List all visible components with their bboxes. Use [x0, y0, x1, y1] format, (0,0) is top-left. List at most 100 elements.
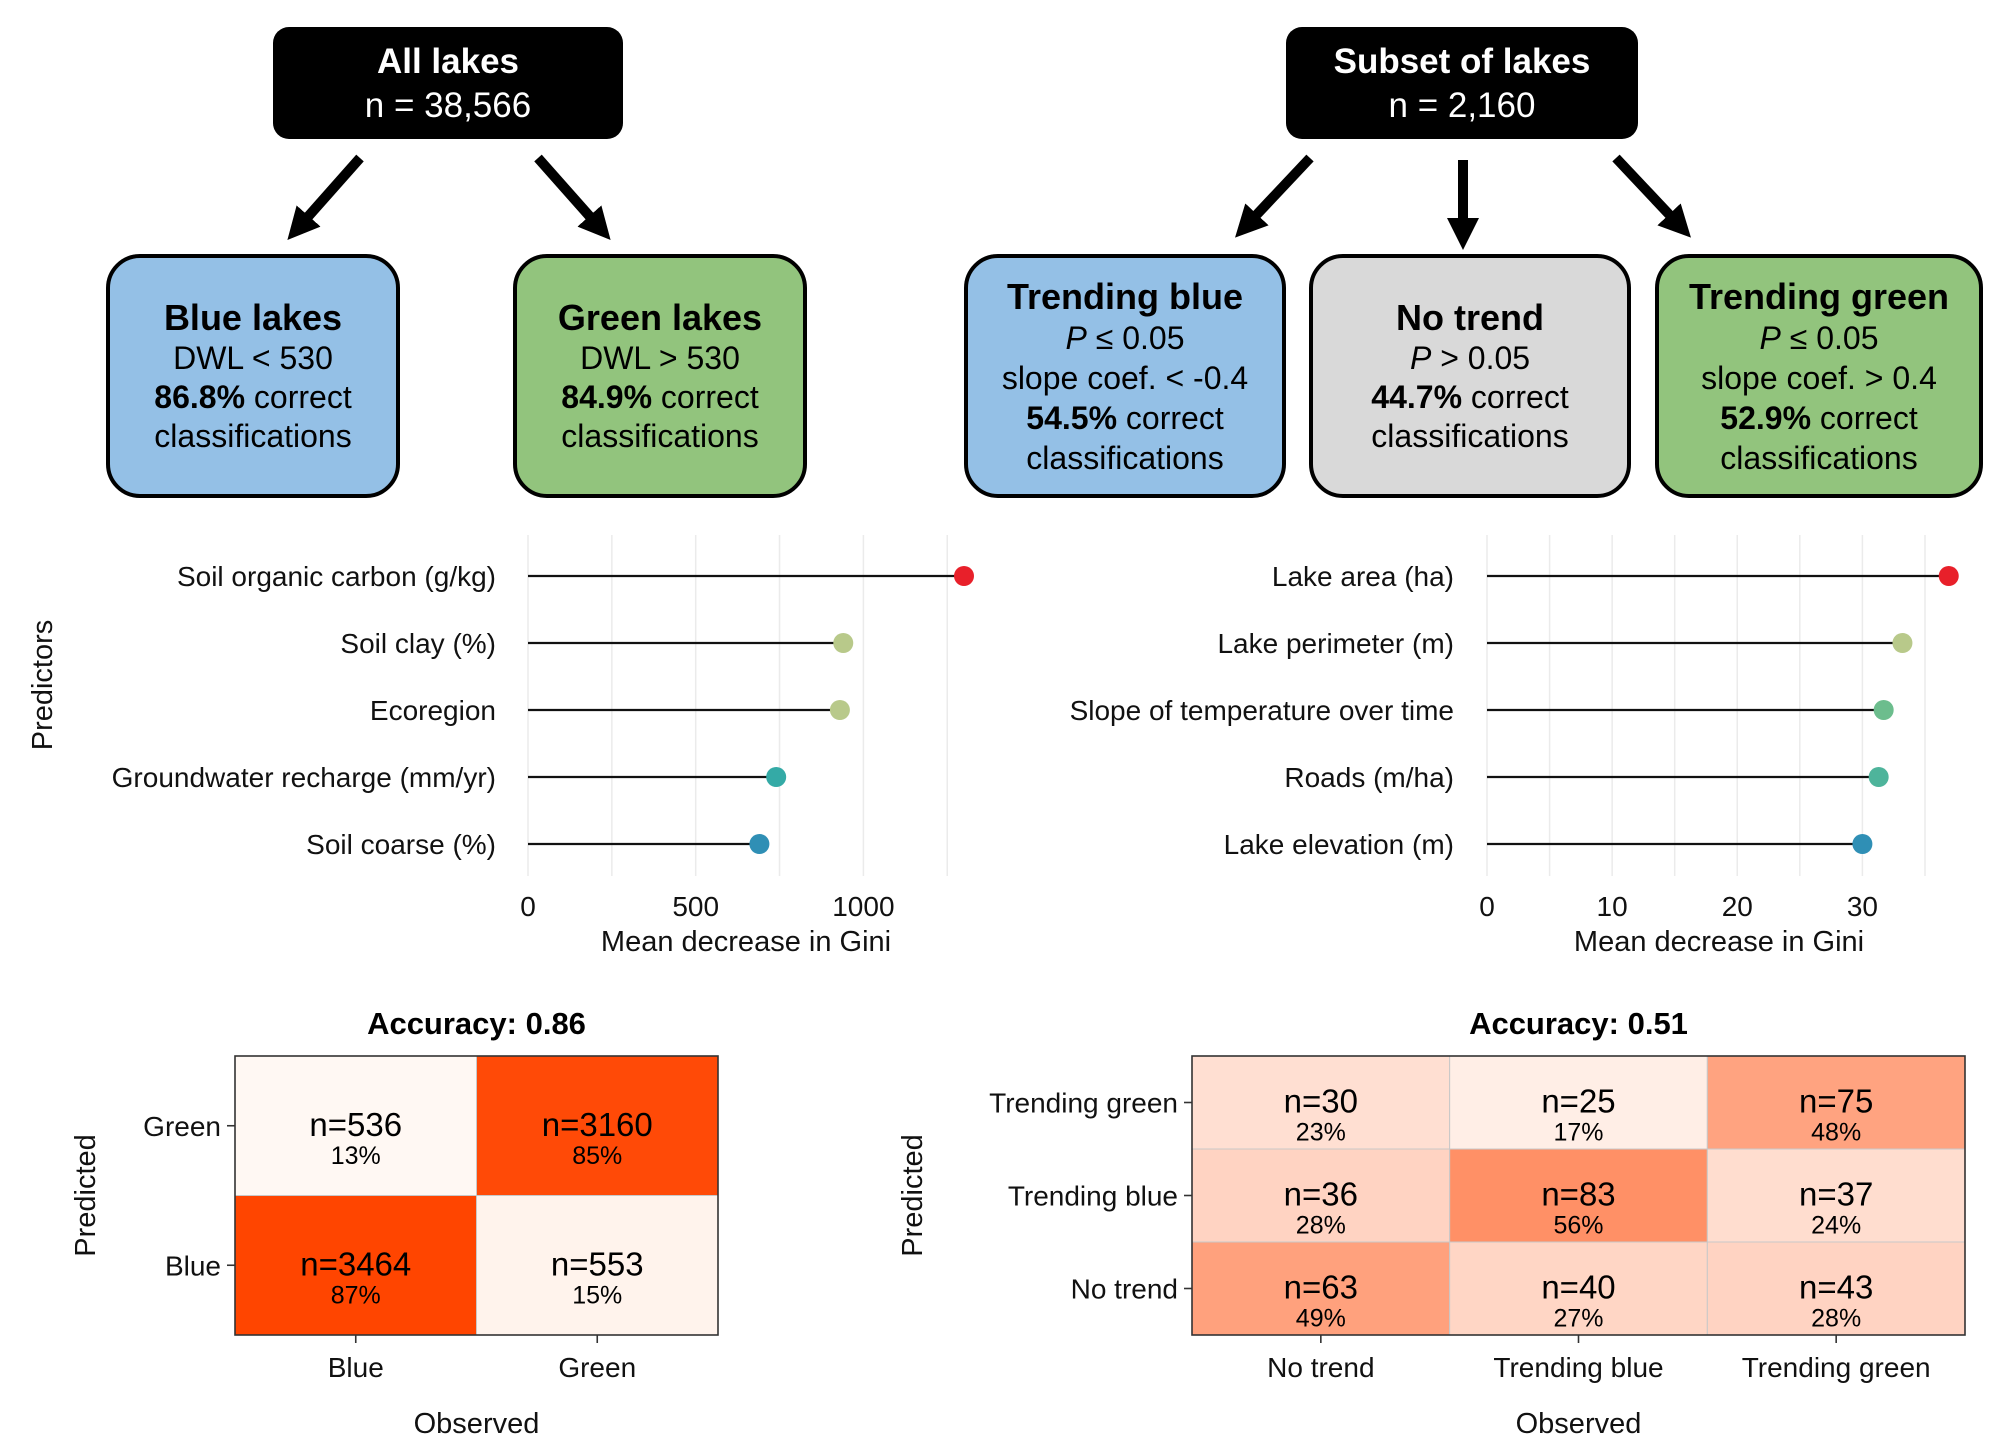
lollipop-point-soil-organic-carbon-g-kg: [954, 566, 974, 586]
blue-lakes-accuracy: 86.8% correct: [154, 379, 352, 415]
confusion-cell: [1706, 1055, 1966, 1150]
cell-percent: 56%: [1553, 1212, 1603, 1240]
y-category-label-trending-blue: Trending blue: [1008, 1181, 1178, 1212]
trending-blue-slope-rule: slope coef. < -0.4: [1002, 360, 1248, 396]
cell-count: n=3160: [542, 1106, 653, 1143]
lollipop-point-groundwater-recharge-mm-yr: [766, 767, 787, 787]
x-tick-label-10: 10: [1597, 891, 1628, 922]
lollipop-chart-right: Lake area (ha) Lake perimeter (m) Slope of…: [1070, 535, 1959, 958]
arrow-to-blue-lakes: [287, 154, 364, 240]
x-tick-label-0: 0: [1479, 891, 1495, 922]
all-lakes-count: n = 38,566: [365, 86, 531, 125]
confusion-cell: [1449, 1055, 1708, 1150]
trending-blue-accuracy: 54.5% correct: [1026, 400, 1224, 436]
cell-percent: 24%: [1811, 1212, 1861, 1240]
all-lakes-header-box: [273, 27, 623, 139]
green-lakes-accuracy: 84.9% correct: [561, 379, 759, 415]
predictor-label-roads-m-ha: Roads (m/ha): [1284, 762, 1454, 793]
cell-count: n=25: [1541, 1083, 1615, 1120]
cell-percent: 48%: [1811, 1119, 1861, 1147]
cell-count: n=83: [1541, 1176, 1615, 1213]
cell-percent: 28%: [1296, 1212, 1346, 1240]
trending-blue-p-rule: P ≤ 0.05: [1066, 320, 1185, 356]
cell-percent: 27%: [1553, 1305, 1603, 1333]
y-category-label-trending-green: Trending green: [989, 1088, 1178, 1119]
cell-percent: 85%: [572, 1142, 622, 1170]
x-category-label-trending-blue: Trending blue: [1493, 1352, 1663, 1383]
blue-lakes-title: Blue lakes: [164, 297, 342, 338]
predictor-label-soil-organic-carbon-g-kg: Soil organic carbon (g/kg): [177, 561, 496, 592]
matrix-title: Accuracy: 0.86: [367, 1006, 586, 1041]
trending-green-accuracy: 52.9% correct: [1720, 400, 1918, 436]
x-axis-title: Mean decrease in Gini: [1574, 926, 1864, 958]
confusion-cell: [1706, 1148, 1966, 1243]
trending-blue-title: Trending blue: [1007, 276, 1243, 317]
cell-percent: 17%: [1553, 1119, 1603, 1147]
predictor-label-groundwater-recharge-mm-yr: Groundwater recharge (mm/yr): [112, 762, 496, 793]
trending-green-classifications: classifications: [1720, 440, 1917, 476]
green-lakes-rule: DWL > 530: [580, 340, 740, 376]
x-axis-title: Mean decrease in Gini: [601, 926, 891, 958]
x-axis-title: Observed: [1516, 1408, 1642, 1440]
cell-count: n=30: [1284, 1083, 1358, 1120]
lollipop-point-slope-of-temperature-over-time: [1873, 700, 1894, 720]
lollipop-point-lake-perimeter-m: [1892, 633, 1913, 653]
y-axis-title: Predicted: [897, 1134, 929, 1257]
blue-lakes-classifications: classifications: [154, 418, 351, 454]
cell-count: n=43: [1799, 1269, 1873, 1306]
confusion-cell: [1191, 1148, 1451, 1243]
confusion-cell: [234, 1195, 477, 1336]
confusion-cell: [1449, 1241, 1708, 1336]
predictor-label-soil-coarse: Soil coarse (%): [306, 829, 496, 860]
no-trend-accuracy: 44.7% correct: [1371, 379, 1569, 415]
x-category-label-blue: Blue: [328, 1352, 384, 1383]
no-trend-title: No trend: [1396, 297, 1544, 338]
green-lakes-classifications: classifications: [561, 418, 758, 454]
subset-lakes-count: n = 2,160: [1389, 86, 1536, 125]
blue-lakes-box: [106, 254, 400, 498]
y-category-label-blue: Blue: [165, 1250, 221, 1281]
cell-count: n=37: [1799, 1176, 1873, 1213]
y-category-label-no-trend: No trend: [1071, 1274, 1178, 1305]
x-tick-label-0: 0: [520, 891, 536, 922]
predictor-label-slope-of-temperature-over-time: Slope of temperature over time: [1070, 695, 1454, 726]
green-lakes-title: Green lakes: [558, 297, 762, 338]
predictor-label-ecoregion: Ecoregion: [370, 695, 496, 726]
predictor-label-lake-elevation-m: Lake elevation (m): [1224, 829, 1454, 860]
x-tick-label-500: 500: [672, 891, 719, 922]
y-category-label-green: Green: [143, 1111, 221, 1142]
cell-percent: 87%: [331, 1281, 381, 1309]
right-tree: Subset of lakes n = 2,160 Trending blue …: [964, 27, 1983, 498]
cell-count: n=63: [1284, 1269, 1358, 1306]
confusion-cell: [476, 1055, 719, 1196]
predictor-label-lake-perimeter-m: Lake perimeter (m): [1217, 628, 1454, 659]
x-tick-label-20: 20: [1722, 891, 1753, 922]
confusion-cell: [1706, 1241, 1966, 1336]
left-tree: All lakes n = 38,566 Blue lakes DWL < 53…: [106, 27, 807, 498]
trending-green-slope-rule: slope coef. > 0.4: [1701, 360, 1937, 396]
subset-lakes-header-box: [1286, 27, 1638, 139]
x-tick-label-1000: 1000: [832, 891, 894, 922]
trending-blue-box: [964, 254, 1286, 498]
arrow-to-green-lakes: [534, 154, 611, 240]
no-trend-p-rule: P > 0.05: [1410, 340, 1530, 376]
cell-percent: 23%: [1296, 1119, 1346, 1147]
x-tick-label-30: 30: [1847, 891, 1878, 922]
lollipop-point-lake-elevation-m: [1852, 834, 1873, 854]
arrow-to-trending-green: [1612, 154, 1691, 238]
subset-lakes-title: Subset of lakes: [1334, 42, 1591, 81]
x-category-label-no-trend: No trend: [1267, 1352, 1374, 1383]
cell-percent: 15%: [572, 1281, 622, 1309]
cell-count: n=553: [551, 1245, 644, 1282]
no-trend-box: [1309, 254, 1631, 498]
cell-percent: 49%: [1296, 1305, 1346, 1333]
trending-blue-classifications: classifications: [1026, 440, 1223, 476]
y-axis-title: Predicted: [70, 1134, 102, 1257]
lollipop-point-lake-area-ha: [1938, 566, 1959, 586]
confusion-cell: [476, 1195, 719, 1336]
cell-percent: 13%: [331, 1142, 381, 1170]
cell-percent: 28%: [1811, 1305, 1861, 1333]
confusion-cell: [1449, 1148, 1708, 1243]
x-category-label-trending-green: Trending green: [1742, 1352, 1931, 1383]
